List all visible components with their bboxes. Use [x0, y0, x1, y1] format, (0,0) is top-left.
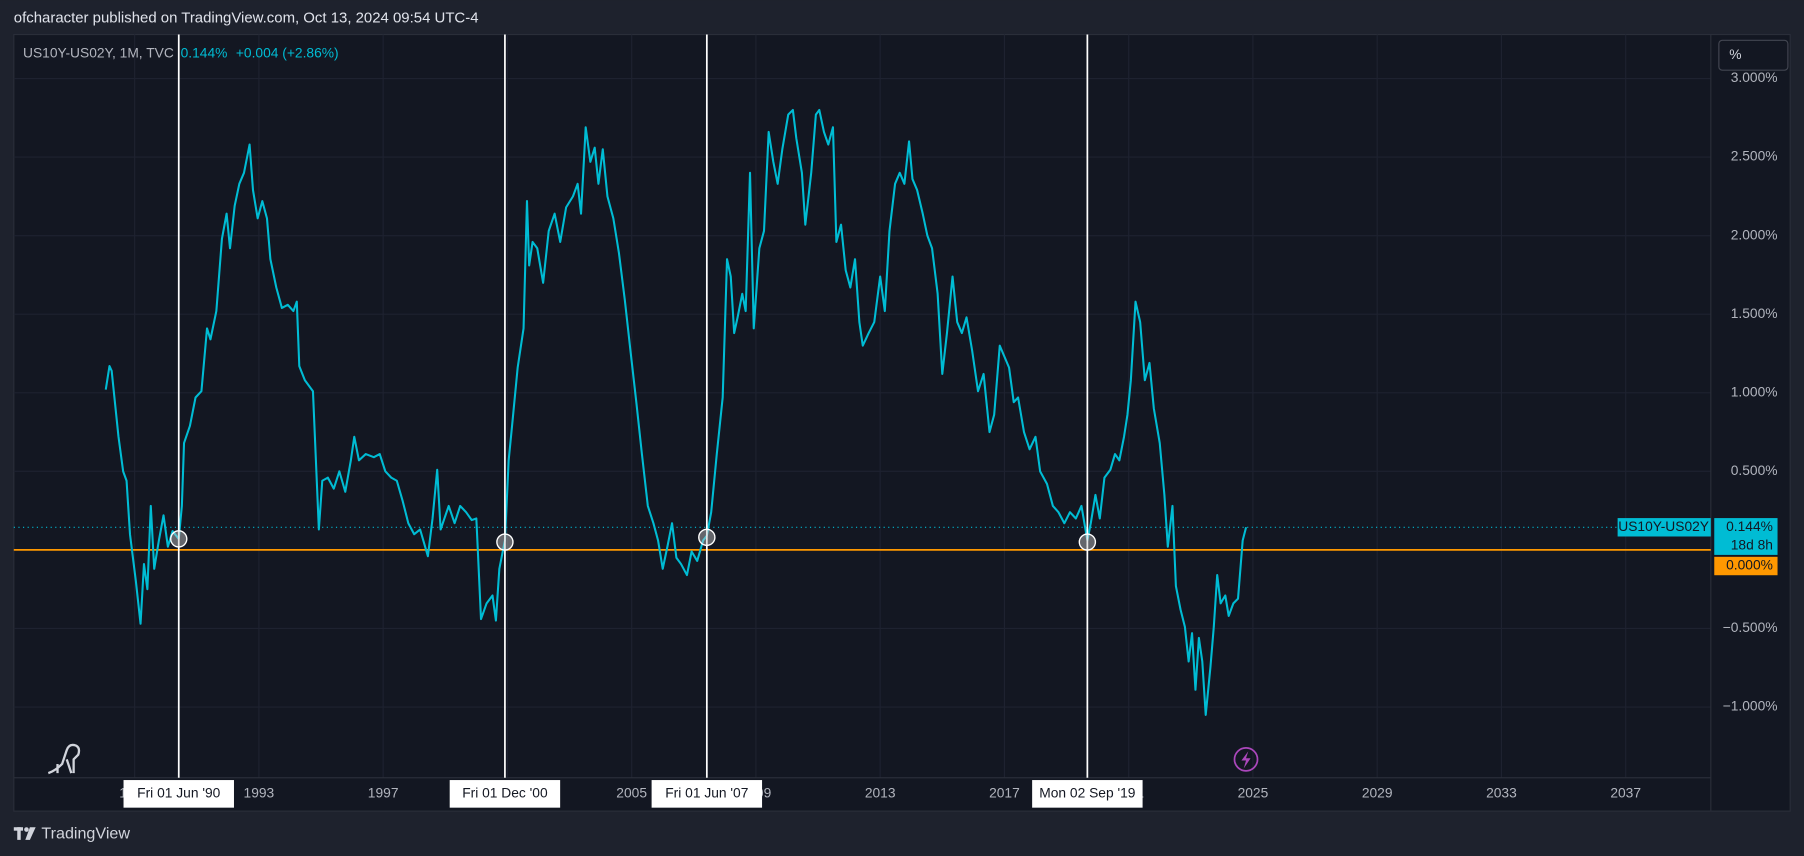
series-name-tag: [1617, 518, 1711, 537]
event-marker: [496, 533, 514, 551]
x-tick-label: 2013: [865, 786, 896, 801]
x-tick-label: 1997: [368, 786, 399, 801]
x-tick-label: 2029: [1362, 786, 1393, 801]
event-label-box: [449, 780, 561, 808]
footer-logo-icon: [13, 827, 36, 840]
series-name-tag-label: US10Y-US02Y: [1618, 519, 1709, 534]
x-tick-label: 1993: [244, 786, 275, 801]
header: ofcharacter published on TradingView.com…: [14, 9, 479, 26]
x-tick-label: 2017: [989, 786, 1020, 801]
event-label: Fri 01 Jun '07: [665, 786, 748, 801]
event-label: Fri 01 Dec '00: [462, 786, 548, 801]
y-tick-label: −1.000%: [1723, 699, 1778, 714]
event-label-box: [1032, 780, 1143, 808]
event-marker: [170, 530, 188, 548]
y-tick-label: 2.000%: [1731, 227, 1778, 242]
y-tick-label: −0.500%: [1723, 620, 1778, 635]
logo-icon: [47, 743, 81, 775]
event-label-box: [123, 780, 234, 808]
y-tick-label: 0.500%: [1731, 463, 1778, 478]
last-value-tag-label: 0.144%: [1726, 519, 1773, 534]
x-tick-label: 2025: [1238, 786, 1269, 801]
series-line: [104, 108, 1248, 716]
y-tick-label: 2.500%: [1731, 149, 1778, 164]
x-tick-label: 2037: [1610, 786, 1641, 801]
y-tick-label: 1.000%: [1731, 384, 1778, 399]
scale-button[interactable]: [1718, 39, 1789, 71]
x-tick-label: 2033: [1486, 786, 1517, 801]
plot: [13, 108, 1711, 716]
last-value-tag: [1714, 518, 1778, 555]
x-tick-label: 2005: [616, 786, 647, 801]
legend-change: +0.004 (+2.86%): [236, 46, 339, 61]
event-label-box: [651, 780, 763, 808]
y-tick-label: 1.500%: [1731, 306, 1778, 321]
event-label: Fri 01 Jun '90: [137, 786, 220, 801]
reference-tag-label: 0.000%: [1726, 558, 1773, 573]
event-marker: [698, 528, 716, 547]
reference-tag: [1714, 556, 1778, 576]
chart-title: US10Y-US02Y, 1M, TVC: [23, 46, 174, 61]
legend-value: 0.144%: [181, 46, 228, 61]
scale-button-label[interactable]: %: [1729, 47, 1741, 62]
overlays: US10Y-US02Y 0.144% 18d 8h 0.000% Fri 01 Jun …: [123, 34, 1778, 808]
event-marker: [1078, 533, 1097, 551]
lightning-icon[interactable]: [1233, 746, 1259, 772]
y-tick-label: 3.000%: [1731, 70, 1778, 85]
footer: TradingView: [41, 824, 130, 842]
countdown-label: 18d 8h: [1731, 537, 1773, 552]
chart-pane: [13, 33, 1791, 812]
grid: [13, 34, 1712, 812]
event-label: Mon 02 Sep '19: [1039, 786, 1136, 801]
